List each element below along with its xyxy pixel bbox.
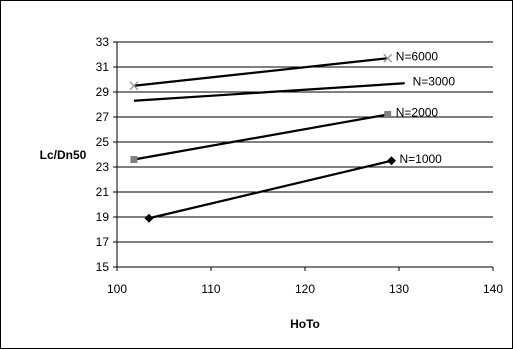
gridlines [117, 41, 493, 243]
y-tick-label-17: 17 [96, 235, 110, 249]
y-tick-label-31: 31 [96, 60, 110, 74]
series-line-n-2000 [133, 113, 388, 161]
series-line-n-1000 [148, 159, 392, 220]
point-n-6000-0-b [129, 81, 139, 91]
x-axis-title: HoTo [290, 317, 320, 331]
x-tick-label-130: 130 [389, 282, 409, 296]
point-n-1000-1 [386, 156, 396, 166]
point-n-6000-0 [129, 81, 139, 91]
series-line-n-3000 [133, 82, 405, 102]
x-tick-label-140: 140 [483, 282, 503, 296]
series-label-n-2000: N=2000 [396, 106, 439, 120]
y-tick-label-25: 25 [96, 135, 110, 149]
point-n-1000-0 [144, 213, 154, 223]
y-tick-label-27: 27 [96, 110, 110, 124]
x-tick-label-120: 120 [295, 282, 315, 296]
y-tick-label-19: 19 [96, 210, 110, 224]
y-tick-label-23: 23 [96, 160, 110, 174]
axes [113, 41, 494, 271]
point-n-2000-1 [384, 111, 392, 118]
x-tick-label-100: 100 [107, 282, 127, 296]
series-label-n-1000: N=1000 [399, 152, 442, 166]
series-label-n-6000: N=6000 [396, 49, 439, 63]
series-group [129, 53, 405, 223]
y-tick-label-21: 21 [96, 185, 110, 199]
point-n-6000-1 [383, 53, 393, 63]
y-tick-label-33: 33 [96, 35, 110, 49]
y-tick-label-29: 29 [96, 85, 110, 99]
tick-labels: 15 17 19 21 23 25 27 29 31 33 100 110 120 130 140 N=600… [96, 35, 504, 296]
series-label-n-3000: N=3000 [413, 74, 456, 88]
point-n-6000-1-b [383, 53, 393, 63]
point-n-2000-0 [130, 156, 138, 163]
series-line-n-6000 [133, 57, 388, 87]
y-tick-label-15: 15 [96, 260, 110, 274]
y-axis-title: Lc/Dn50 [40, 148, 87, 162]
x-tick-label-110: 110 [201, 282, 220, 296]
